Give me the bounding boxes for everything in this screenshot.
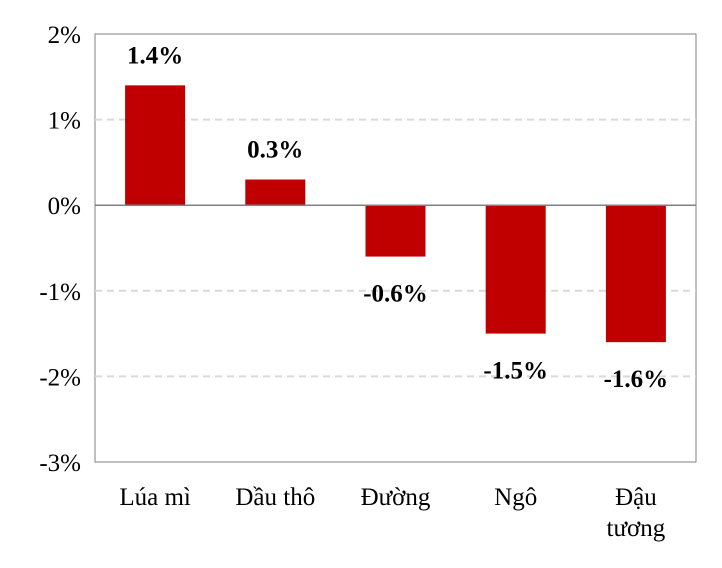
bar: [365, 205, 426, 257]
y-tick-label: -2%: [39, 364, 81, 391]
category-label: Đường: [361, 484, 431, 511]
bar: [125, 85, 186, 206]
data-label: 0.3%: [247, 137, 303, 164]
data-label: -1.6%: [604, 366, 669, 393]
y-tick-label: 0%: [48, 193, 81, 220]
data-labels: 1.4% 0.3% -0.6% -1.5% -1.6%: [127, 42, 668, 393]
category-label: Ngô: [494, 484, 537, 511]
y-tick-label: 1%: [48, 108, 81, 135]
y-axis-tick-labels: 2% 1% 0% -1% -2% -3%: [39, 22, 81, 477]
category-label: Dầu thô: [235, 484, 315, 511]
bar: [485, 205, 546, 334]
data-label: -0.6%: [363, 281, 428, 308]
x-axis-category-labels: Lúa mì Dầu thô Đường Ngô Đậu tương: [119, 484, 665, 542]
y-tick-label: 2%: [48, 22, 81, 49]
category-label: tương: [607, 515, 666, 542]
bar: [245, 179, 306, 206]
category-label: Đậu: [615, 484, 657, 511]
bars: [125, 85, 666, 343]
category-label: Lúa mì: [119, 484, 191, 511]
y-tick-label: -3%: [39, 450, 81, 477]
data-label: 1.4%: [127, 42, 183, 69]
gridlines: [95, 118, 696, 378]
y-tick-label: -1%: [39, 279, 81, 306]
data-label: -1.5%: [483, 358, 548, 385]
bar: [605, 205, 666, 343]
